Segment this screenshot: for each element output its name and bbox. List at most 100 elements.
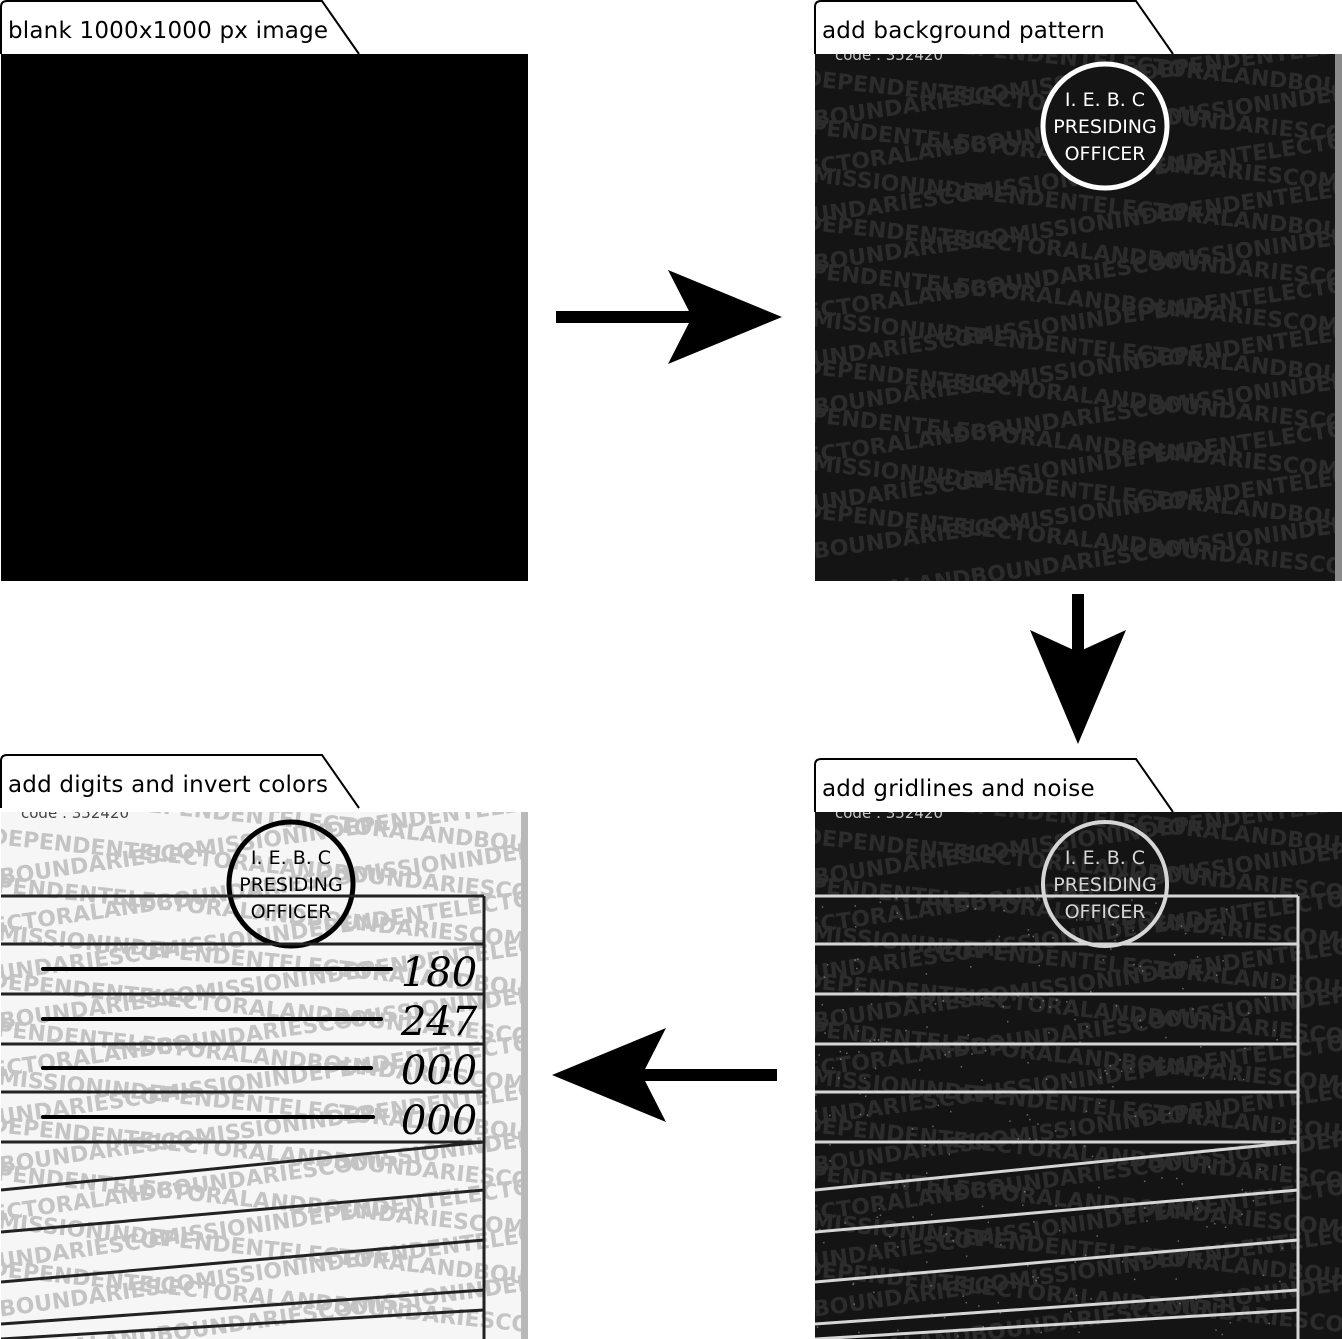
noise-speck [1009, 1120, 1011, 1122]
noise-speck [1155, 1201, 1158, 1203]
noise-speck [1168, 1112, 1171, 1114]
noise-speck [997, 1301, 999, 1304]
gridlines [1, 894, 486, 1339]
step-4-tab: add digits and invert colors [0, 754, 362, 810]
stamp-line-2: PRESIDING [1053, 116, 1157, 138]
noise-speck [1139, 1019, 1141, 1022]
stamp-line-2: PRESIDING [1053, 874, 1157, 896]
noise-speck [967, 1034, 969, 1036]
noise-speck [1276, 979, 1279, 981]
blank-image [1, 54, 528, 581]
noise-speck [1224, 1226, 1227, 1228]
noise-speck [971, 1053, 973, 1055]
noise-speck [1023, 1191, 1026, 1193]
noise-speck [844, 1222, 846, 1224]
noise-speck [869, 1040, 871, 1042]
gridlines [815, 894, 1300, 1339]
noise-speck [1196, 1207, 1199, 1209]
noise-speck [1215, 1329, 1217, 1331]
noise-speck [854, 959, 856, 961]
noise-speck [943, 1316, 946, 1319]
watermark-pattern: COMISSIONINDEPENDENTELECTORALANDBOUNDARI… [815, 812, 1342, 1339]
stamp-line-3: OFFICER [1065, 901, 1146, 923]
noise-speck [873, 1291, 875, 1294]
header-fragment: code : 352420 [835, 812, 943, 822]
noise-speck [1262, 1274, 1265, 1277]
noise-speck [838, 1077, 840, 1079]
noise-speck [930, 1285, 932, 1287]
handwritten-digit: 000 [401, 1098, 477, 1144]
noise-speck [926, 1172, 928, 1174]
noise-speck [1244, 1047, 1246, 1050]
background-pattern-panel: COMISSIONINDEPENDENTELECTORALANDBOUNDARI… [815, 54, 1342, 581]
noise-speck [856, 967, 858, 970]
noise-speck [959, 1313, 961, 1315]
noise-speck [1074, 1261, 1076, 1263]
noise-speck [842, 1009, 844, 1011]
noise-speck [960, 1066, 963, 1068]
noise-speck [978, 1305, 980, 1307]
noise-speck [1165, 1036, 1167, 1039]
noise-speck [1196, 956, 1199, 958]
noise-speck [1116, 934, 1118, 936]
noise-speck [1090, 990, 1092, 993]
noise-speck [1035, 1139, 1037, 1141]
presiding-officer-stamp: I. E. B. C PRESIDING OFFICER [226, 819, 356, 949]
noise-speck [1040, 1331, 1042, 1334]
noise-speck [905, 1029, 907, 1032]
noise-speck [1027, 1264, 1029, 1267]
noise-speck [1030, 998, 1032, 1000]
noise-speck [1102, 959, 1105, 961]
noise-speck [1221, 1333, 1223, 1336]
noise-speck [1074, 1018, 1076, 1021]
noise-speck [987, 1221, 990, 1224]
noise-speck [1009, 944, 1012, 946]
noise-speck [829, 1144, 831, 1146]
noise-speck [859, 1092, 861, 1095]
noise-speck [976, 1043, 978, 1046]
noise-speck [819, 1228, 821, 1231]
noise-speck [1036, 1321, 1038, 1323]
noise-speck [1002, 1005, 1004, 1008]
noise-speck [1106, 1072, 1108, 1075]
noise-speck [1085, 1110, 1088, 1112]
noise-speck [981, 1079, 983, 1081]
noise-speck [1091, 1155, 1094, 1158]
noise-speck [880, 994, 883, 996]
noise-speck [1206, 1226, 1208, 1228]
noise-speck [1084, 1254, 1087, 1257]
noise-speck [1042, 999, 1044, 1002]
noise-speck [815, 1094, 817, 1096]
noise-speck [1057, 1091, 1060, 1093]
noise-speck [853, 1303, 855, 1305]
gridline [815, 1308, 1299, 1339]
noise-speck [1156, 1203, 1158, 1205]
noise-speck [826, 964, 829, 966]
blank-image-panel [1, 54, 528, 581]
noise-speck [1039, 1006, 1041, 1009]
noise-speck [846, 1052, 848, 1054]
noise-speck [1007, 1020, 1009, 1023]
noise-speck [1161, 1177, 1163, 1179]
stamp-line-1: I. E. B. C [1065, 847, 1145, 869]
noise-speck [1055, 999, 1058, 1001]
noise-speck [857, 958, 859, 960]
noise-speck [1241, 1188, 1243, 1191]
noise-speck [930, 1213, 933, 1216]
noise-speck [1017, 1138, 1019, 1140]
gridline [815, 1140, 1299, 1192]
step-1-tab: blank 1000x1000 px image [0, 0, 362, 56]
noise-speck [879, 1214, 882, 1216]
noise-speck [1247, 1012, 1250, 1014]
noise-speck [1284, 1140, 1287, 1142]
noise-speck [1141, 970, 1144, 972]
handwritten-digit: 000 [401, 1048, 477, 1094]
noise-speck [1176, 1177, 1178, 1180]
noise-speck [999, 1312, 1002, 1314]
noise-speck [1037, 1276, 1039, 1279]
noise-speck [1222, 960, 1224, 962]
noise-speck [974, 908, 977, 910]
strike-lines [41, 967, 393, 1119]
noise-speck [894, 896, 896, 898]
handwritten-digit: 247 [400, 999, 478, 1045]
